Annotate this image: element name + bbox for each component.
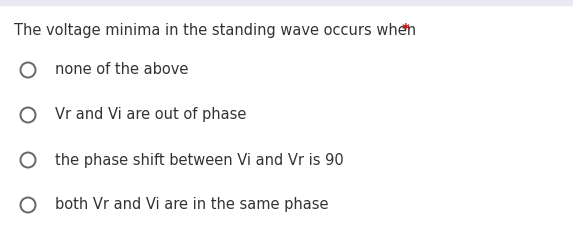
Ellipse shape <box>21 152 36 168</box>
Bar <box>0 0 573 5</box>
Text: the phase shift between Vi and Vr is 90: the phase shift between Vi and Vr is 90 <box>55 152 344 168</box>
Ellipse shape <box>21 108 36 123</box>
Text: Vr and Vi are out of phase: Vr and Vi are out of phase <box>55 108 246 123</box>
Text: none of the above: none of the above <box>55 62 189 77</box>
Text: both Vr and Vi are in the same phase: both Vr and Vi are in the same phase <box>55 197 328 212</box>
Text: *: * <box>402 22 410 38</box>
Ellipse shape <box>21 62 36 77</box>
Text: The voltage minima in the standing wave occurs when: The voltage minima in the standing wave … <box>14 22 421 38</box>
Ellipse shape <box>21 197 36 212</box>
